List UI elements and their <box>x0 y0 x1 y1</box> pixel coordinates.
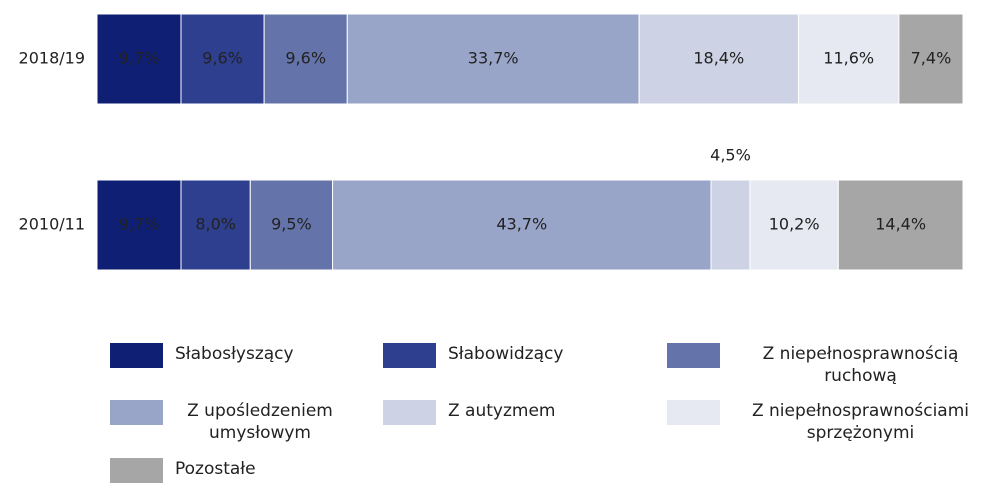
bar-segment <box>749 179 839 271</box>
legend-swatch <box>110 458 163 483</box>
bar-segment <box>638 13 799 105</box>
bar-segment <box>180 179 251 271</box>
bar-segment <box>180 13 265 105</box>
legend-item: Słabosłyszący <box>110 343 294 368</box>
legend-swatch <box>667 400 720 425</box>
value-label: 9,6% <box>202 49 243 68</box>
value-label: 9,7% <box>119 215 160 234</box>
bar-segment <box>837 179 964 271</box>
legend-label: Pozostałe <box>175 459 256 479</box>
value-label: 4,5% <box>710 146 751 165</box>
legend-swatch <box>110 400 163 425</box>
legend-label: Z upośledzeniem umysłowym <box>187 401 333 443</box>
value-label: 18,4% <box>693 49 744 68</box>
legend-swatch <box>110 343 163 368</box>
value-label: 43,7% <box>496 215 547 234</box>
bar-segment <box>710 179 751 271</box>
bar-segment <box>263 13 348 105</box>
bar-segment <box>249 179 334 271</box>
value-label: 33,7% <box>468 49 519 68</box>
chart: 2018/19 9,7% 9,6% 9,6% 33,7% 18,4% 11,6% 7,4% 20… <box>19 13 964 271</box>
legend-item: Z autyzmem <box>383 400 555 425</box>
bar-segment <box>797 13 900 105</box>
legend-label: Słabosłyszący <box>175 344 294 364</box>
value-label: 9,5% <box>271 215 312 234</box>
value-label: 9,6% <box>285 49 326 68</box>
legend-swatch <box>667 343 720 368</box>
value-label: 11,6% <box>823 49 874 68</box>
legend-item: Z niepełnosprawnościami sprzężonymi <box>667 400 989 444</box>
legend-item: Z niepełnosprawnością ruchową <box>667 343 989 387</box>
y-tick-label: 2010/11 <box>19 215 85 234</box>
legend-item: Słabowidzący <box>383 343 563 368</box>
legend-label: Słabowidzący <box>448 344 564 364</box>
value-label: 7,4% <box>911 49 952 68</box>
bar-segment <box>898 13 964 105</box>
bar-segment <box>96 179 182 271</box>
y-tick-label: 2018/19 <box>19 49 85 68</box>
value-label: 10,2% <box>769 215 820 234</box>
value-label: 8,0% <box>195 215 236 234</box>
value-label: 14,4% <box>875 215 926 234</box>
legend-item: Z upośledzeniem umysłowym <box>110 400 345 444</box>
legend-item: Pozostałe <box>110 458 256 483</box>
value-label: 9,7% <box>119 49 160 68</box>
legend-swatch <box>383 343 436 368</box>
bar-segment <box>96 13 182 105</box>
legend-swatch <box>383 400 436 425</box>
legend-label: Z autyzmem <box>448 401 556 421</box>
legend-label: Z niepełnosprawnościami sprzężonymi <box>751 401 970 443</box>
bar-segment <box>346 13 640 105</box>
legend-label: Z niepełnosprawnością ruchową <box>762 344 959 386</box>
